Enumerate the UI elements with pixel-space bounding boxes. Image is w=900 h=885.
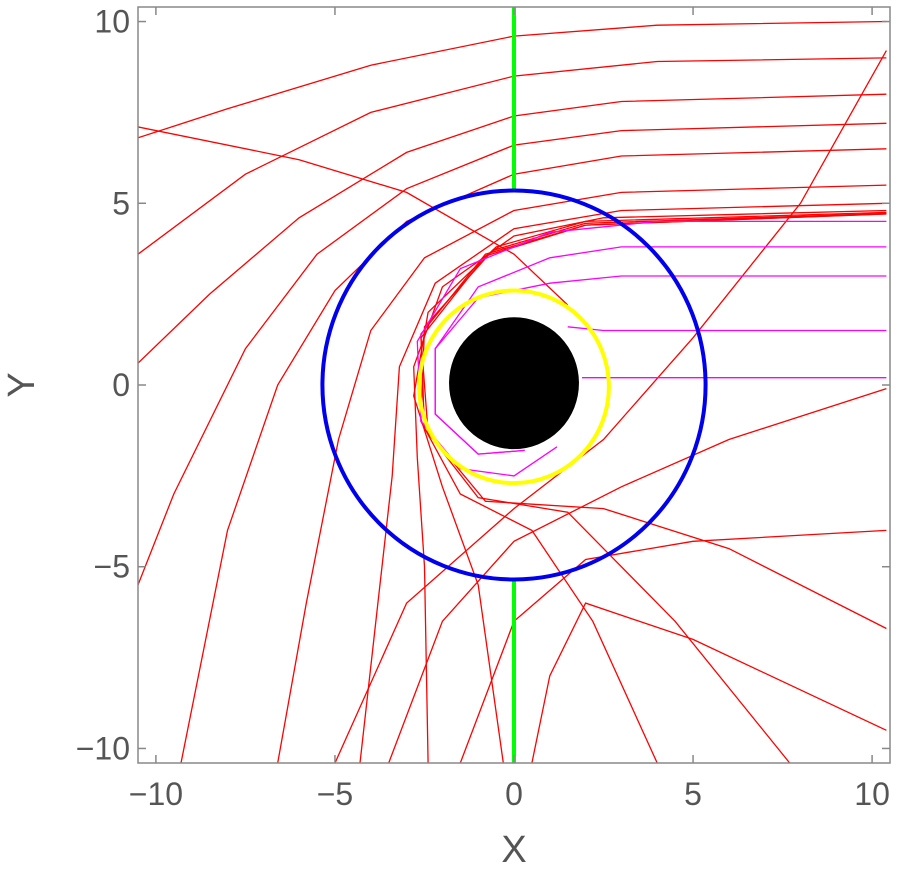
y-tick-label: −5 [94,549,130,585]
trajectory [334,50,887,763]
trajectory [138,57,887,255]
trajectory [138,20,887,139]
trajectory [138,122,887,586]
trajectory [413,211,887,763]
trajectory [531,602,887,763]
y-tick-label: 10 [94,4,130,40]
x-tick-label: −10 [129,776,183,812]
trajectory [434,275,887,455]
trajectory [459,529,887,763]
x-tick-label: −5 [317,776,353,812]
trajectory [138,126,569,306]
trajectory [359,202,887,763]
circle [320,188,708,582]
trajectory [567,326,887,332]
y-tick-label: −10 [76,730,130,766]
circle [449,317,579,450]
y-axis-label: Y [1,372,43,397]
y-tick-label: 5 [112,185,130,221]
x-tick-label: 0 [505,776,523,812]
x-tick-label: 5 [684,776,702,812]
y-tick-label: 0 [112,367,130,403]
trajectory [138,93,887,364]
x-tick-label: 10 [854,776,890,812]
x-axis-label: X [501,829,526,871]
plot-area [138,7,887,763]
trajectory [277,184,887,763]
circle [417,288,611,486]
trajectory [420,213,887,763]
trajectory [388,387,887,763]
